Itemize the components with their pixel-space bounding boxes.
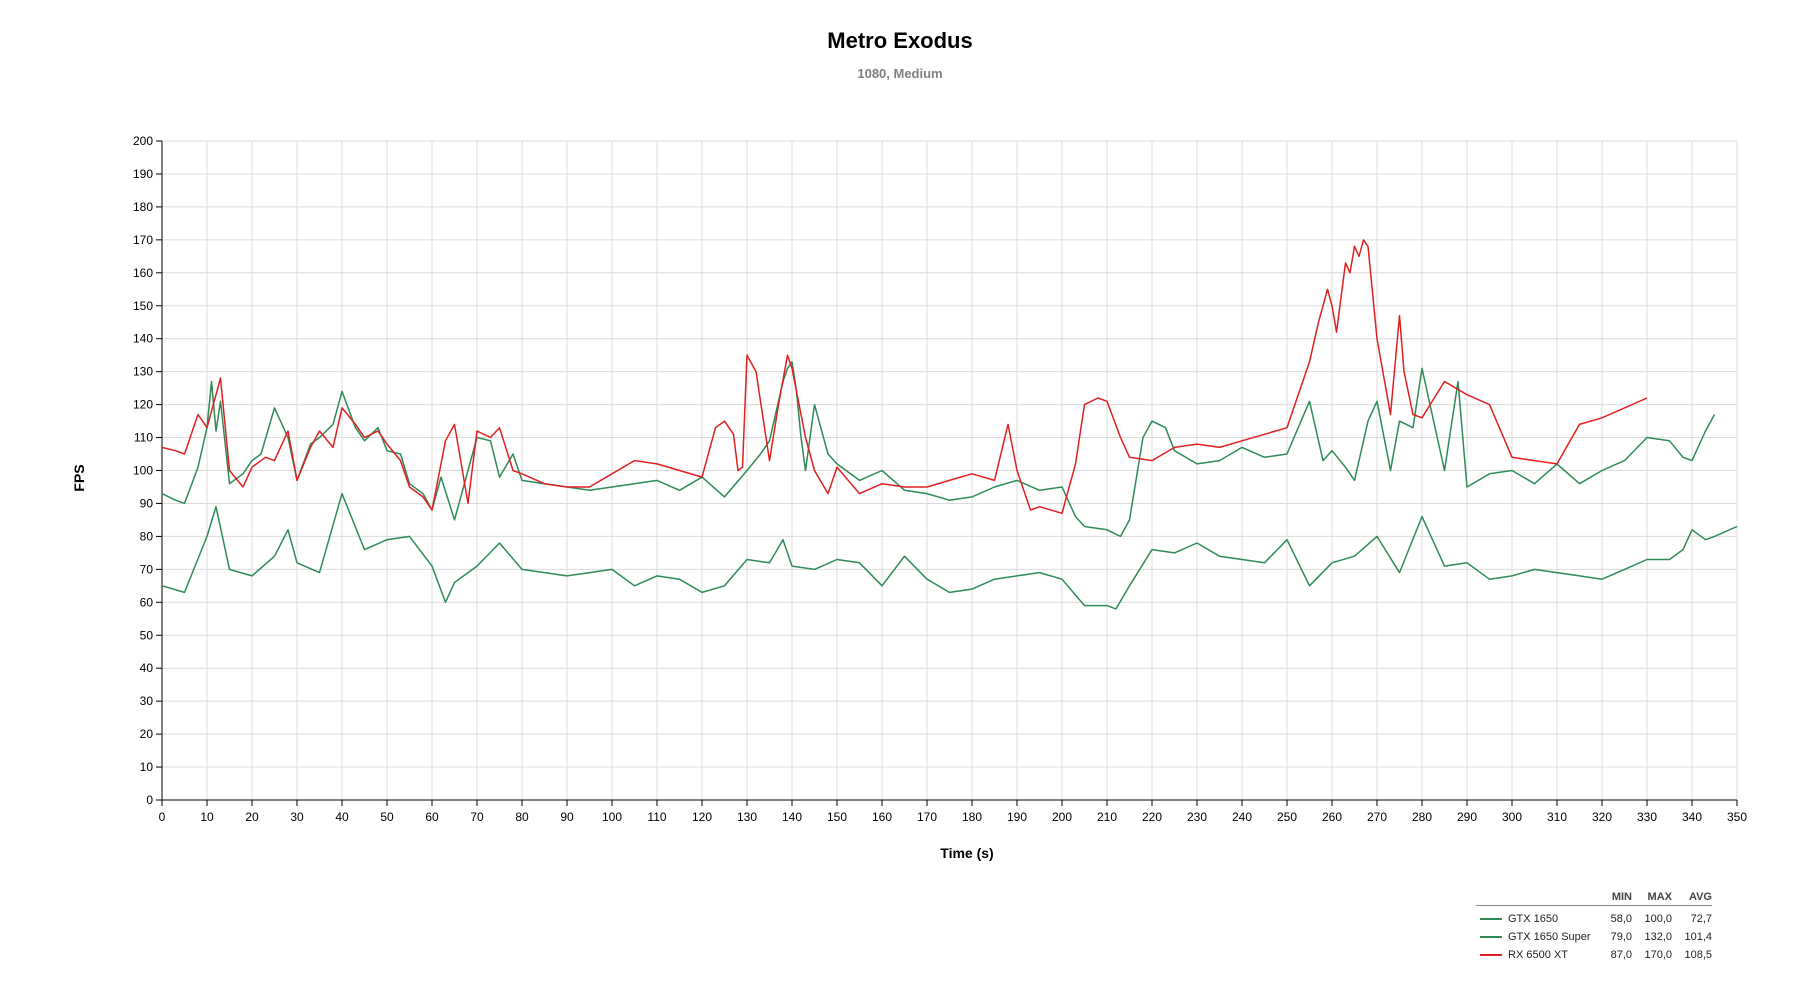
x-tick-label: 290 <box>1457 810 1477 824</box>
y-tick-label: 70 <box>140 562 154 576</box>
chart-title: Metro Exodus <box>827 28 973 53</box>
x-tick-label: 180 <box>962 810 982 824</box>
y-tick-label: 60 <box>140 595 154 609</box>
x-tick-label: 10 <box>200 810 214 824</box>
legend-min-value: 79,0 <box>1610 931 1632 943</box>
y-axis-title: FPS <box>71 464 87 491</box>
y-tick-label: 130 <box>133 365 153 379</box>
x-tick-label: 270 <box>1367 810 1387 824</box>
y-tick-label: 160 <box>133 266 153 280</box>
x-tick-label: 310 <box>1547 810 1567 824</box>
x-tick-label: 90 <box>560 810 574 824</box>
x-tick-label: 320 <box>1592 810 1612 824</box>
x-tick-label: 0 <box>159 810 166 824</box>
legend-min-value: 87,0 <box>1610 949 1632 961</box>
legend-header: MIN MAX AVG <box>1476 891 1712 906</box>
x-tick-label: 220 <box>1142 810 1162 824</box>
legend-series-name: GTX 1650 <box>1508 913 1559 925</box>
x-tick-label: 50 <box>380 810 394 824</box>
x-tick-label: 70 <box>470 810 484 824</box>
legend-min-value: 58,0 <box>1610 913 1632 925</box>
y-tick-label: 180 <box>133 200 153 214</box>
legend-entry-gtx1650-super: GTX 1650 Super 79,0 132,0 101,4 <box>1476 928 1712 946</box>
x-tick-label: 280 <box>1412 810 1432 824</box>
y-tick-label: 10 <box>140 760 154 774</box>
x-tick-label: 110 <box>647 810 666 824</box>
y-tick-label: 140 <box>133 332 153 346</box>
y-tick-label: 170 <box>133 233 153 247</box>
series-line-rx-6500-xt <box>161 239 1648 515</box>
x-tick-label: 200 <box>1052 810 1072 824</box>
legend-series-name: GTX 1650 Super <box>1508 931 1591 943</box>
x-tick-label: 350 <box>1727 810 1747 824</box>
legend-avg-value: 101,4 <box>1684 931 1712 943</box>
y-tick-label: 80 <box>140 529 154 543</box>
x-tick-label: 240 <box>1232 810 1252 824</box>
y-tick-label: 20 <box>140 727 154 741</box>
x-tick-label: 20 <box>245 810 259 824</box>
legend-max-value: 170,0 <box>1644 949 1672 961</box>
legend-avg-value: 108,5 <box>1684 949 1712 961</box>
x-tick-label: 100 <box>602 810 622 824</box>
series-lines <box>161 239 1738 610</box>
x-tick-label: 160 <box>872 810 892 824</box>
x-tick-label: 30 <box>290 810 304 824</box>
x-tick-label: 40 <box>335 810 349 824</box>
x-tick-label: 190 <box>1007 810 1027 824</box>
x-tick-label: 330 <box>1637 810 1657 824</box>
legend-series-name: RX 6500 XT <box>1508 949 1568 961</box>
legend-entry-gtx1650: GTX 1650 58,0 100,0 72,7 <box>1476 910 1712 928</box>
x-tick-label: 140 <box>782 810 802 824</box>
y-tick-label: 50 <box>140 628 154 642</box>
legend-entry-rx6500xt: RX 6500 XT 87,0 170,0 108,5 <box>1476 946 1712 964</box>
y-tick-label: 30 <box>140 694 154 708</box>
x-tick-label: 60 <box>425 810 439 824</box>
gridlines <box>161 140 1738 801</box>
legend-swatch <box>1480 918 1502 920</box>
legend-col-max: MAX <box>1647 891 1672 903</box>
x-tick-label: 150 <box>827 810 847 824</box>
x-tick-label: 170 <box>917 810 937 824</box>
y-tick-label: 150 <box>133 299 153 313</box>
legend-col-min: MIN <box>1611 891 1632 903</box>
x-tick-label: 250 <box>1277 810 1297 824</box>
y-tick-label: 40 <box>140 661 154 675</box>
y-tick-label: 120 <box>133 398 153 412</box>
y-tick-label: 100 <box>133 464 153 478</box>
y-tick-label: 190 <box>133 167 153 181</box>
chart-subtitle: 1080, Medium <box>857 66 943 81</box>
legend-max-value: 132,0 <box>1644 931 1672 943</box>
axes: 0102030405060708090100110120130140150160… <box>133 134 1747 824</box>
y-tick-label: 200 <box>133 134 153 148</box>
x-tick-label: 80 <box>515 810 529 824</box>
x-tick-label: 260 <box>1322 810 1342 824</box>
x-tick-label: 340 <box>1682 810 1702 824</box>
legend-max-value: 100,0 <box>1644 913 1672 925</box>
series-line-gtx-1650 <box>161 492 1738 610</box>
y-tick-label: 90 <box>140 496 154 510</box>
x-tick-label: 120 <box>692 810 712 824</box>
y-tick-label: 0 <box>146 793 153 807</box>
x-tick-label: 230 <box>1187 810 1207 824</box>
legend-swatch <box>1480 936 1502 938</box>
y-tick-label: 110 <box>134 431 153 445</box>
series-line-gtx-1650-super <box>161 361 1716 538</box>
x-tick-label: 210 <box>1097 810 1117 824</box>
x-tick-label: 300 <box>1502 810 1522 824</box>
legend-swatch <box>1480 954 1502 956</box>
legend-col-avg: AVG <box>1688 891 1712 903</box>
legend: MIN MAX AVG GTX 1650 58,0 100,0 72,7 GTX… <box>1476 891 1712 964</box>
legend-avg-value: 72,7 <box>1690 913 1712 925</box>
x-axis-title: Time (s) <box>940 845 993 861</box>
x-tick-label: 130 <box>737 810 757 824</box>
